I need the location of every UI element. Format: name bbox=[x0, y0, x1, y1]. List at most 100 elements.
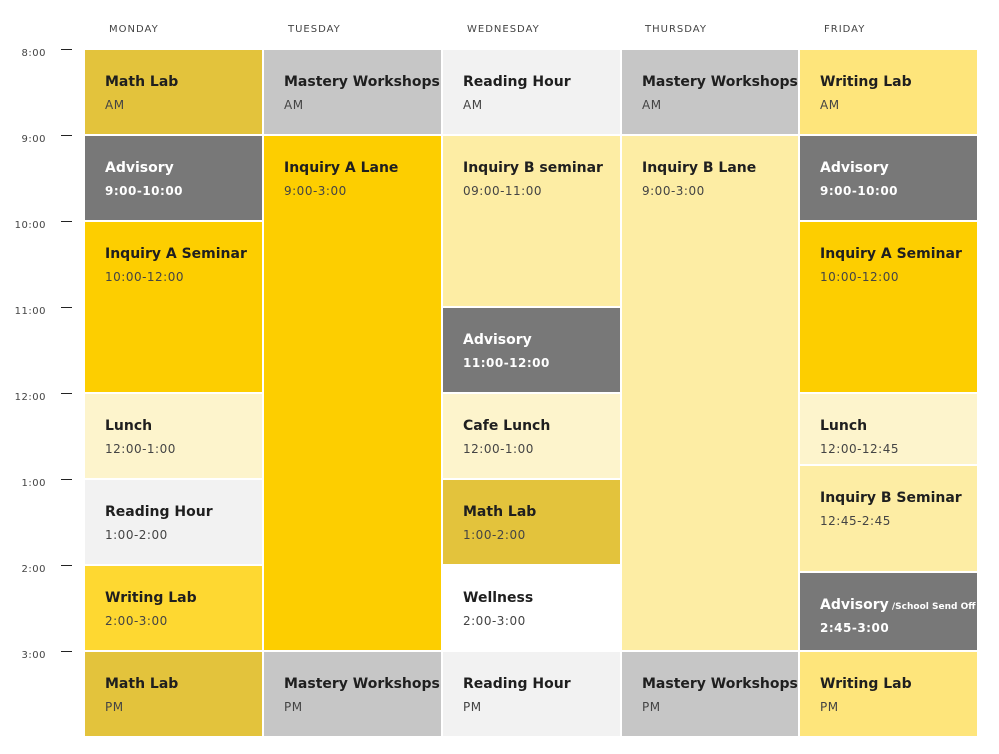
time-tick bbox=[61, 49, 72, 50]
time-label: 11:00 bbox=[14, 306, 46, 317]
schedule-block[interactable]: Inquiry B Seminar 12:45-2:45 bbox=[800, 466, 977, 571]
schedule-block[interactable]: Math Lab 1:00-2:00 bbox=[443, 480, 620, 564]
block-title: Inquiry B Lane bbox=[642, 160, 757, 176]
schedule-block[interactable]: Inquiry A Seminar 10:00-12:00 bbox=[800, 222, 977, 392]
block-title: Lunch bbox=[105, 418, 153, 434]
schedule-block[interactable]: Advisory 11:00-12:00 bbox=[443, 308, 620, 392]
schedule-block[interactable]: Inquiry A Lane 9:00-3:00 bbox=[264, 136, 441, 650]
time-label: 9:00 bbox=[21, 134, 46, 145]
block-time: 12:00-1:00 bbox=[105, 442, 176, 456]
time-label: 2:00 bbox=[21, 564, 46, 575]
block-title: Lunch bbox=[820, 418, 868, 434]
block-title: Inquiry B seminar bbox=[463, 160, 603, 176]
block-title-suffix: /School Send Off bbox=[888, 602, 976, 612]
block-title: Mastery Workshops bbox=[642, 676, 798, 692]
day-header-wednesday: WEDNESDAY bbox=[467, 24, 540, 35]
block-time: 9:00-3:00 bbox=[284, 184, 347, 198]
block-time: PM bbox=[463, 700, 482, 714]
block-time: AM bbox=[642, 98, 662, 112]
block-time: 12:00-1:00 bbox=[463, 442, 534, 456]
block-time: AM bbox=[463, 98, 483, 112]
schedule-block[interactable]: Lunch 12:00-1:00 bbox=[85, 394, 262, 478]
block-title: Inquiry A Seminar bbox=[820, 246, 962, 262]
schedule-block[interactable]: Math Lab AM bbox=[85, 50, 262, 134]
day-header-monday: MONDAY bbox=[109, 24, 159, 35]
schedule-block[interactable]: Lunch 12:00-12:45 bbox=[800, 394, 977, 464]
block-title: Mastery Workshops bbox=[284, 74, 440, 90]
time-tick bbox=[61, 479, 72, 480]
block-time: PM bbox=[284, 700, 303, 714]
schedule-block[interactable]: Reading Hour AM bbox=[443, 50, 620, 134]
schedule-block[interactable]: Advisory 9:00-10:00 bbox=[85, 136, 262, 220]
block-title: Writing Lab bbox=[105, 590, 197, 606]
schedule-block[interactable]: Reading Hour 1:00-2:00 bbox=[85, 480, 262, 564]
block-title: Advisory bbox=[105, 160, 174, 176]
block-title: Mastery Workshops bbox=[284, 676, 440, 692]
schedule-block[interactable]: Wellness 2:00-3:00 bbox=[443, 566, 620, 650]
schedule-block[interactable]: Mastery Workshops PM bbox=[264, 652, 441, 736]
block-title: Advisory /School Send Off bbox=[820, 597, 976, 613]
block-title: Inquiry A Lane bbox=[284, 160, 399, 176]
block-time: 1:00-2:00 bbox=[463, 528, 526, 542]
block-title-main: Advisory bbox=[820, 597, 889, 613]
schedule-block[interactable]: Inquiry A Seminar 10:00-12:00 bbox=[85, 222, 262, 392]
block-time: 10:00-12:00 bbox=[105, 270, 184, 284]
schedule-block[interactable]: Cafe Lunch 12:00-1:00 bbox=[443, 394, 620, 478]
time-label: 3:00 bbox=[21, 650, 46, 661]
block-time: 2:00-3:00 bbox=[463, 614, 526, 628]
schedule-block[interactable]: Mastery Workshops PM bbox=[622, 652, 798, 736]
block-time: 09:00-11:00 bbox=[463, 184, 542, 198]
block-title: Reading Hour bbox=[105, 504, 213, 520]
day-header-tuesday: TUESDAY bbox=[288, 24, 341, 35]
block-time: PM bbox=[642, 700, 661, 714]
schedule-block[interactable]: Writing Lab AM bbox=[800, 50, 977, 134]
block-title: Inquiry A Seminar bbox=[105, 246, 247, 262]
schedule-block[interactable]: Writing Lab PM bbox=[800, 652, 977, 736]
time-tick bbox=[61, 651, 72, 652]
block-title: Writing Lab bbox=[820, 74, 912, 90]
time-tick bbox=[61, 135, 72, 136]
time-label: 1:00 bbox=[21, 478, 46, 489]
schedule-block[interactable]: Inquiry B seminar 09:00-11:00 bbox=[443, 136, 620, 306]
block-time: 12:45-2:45 bbox=[820, 514, 891, 528]
schedule-block[interactable]: Writing Lab 2:00-3:00 bbox=[85, 566, 262, 650]
block-time: 11:00-12:00 bbox=[463, 356, 550, 370]
schedule-block[interactable]: Advisory /School Send Off 2:45-3:00 bbox=[800, 573, 977, 650]
block-time: PM bbox=[820, 700, 839, 714]
block-time: 2:45-3:00 bbox=[820, 621, 890, 635]
block-time: PM bbox=[105, 700, 124, 714]
time-tick bbox=[61, 221, 72, 222]
block-title: Reading Hour bbox=[463, 74, 571, 90]
schedule-block[interactable]: Inquiry B Lane 9:00-3:00 bbox=[622, 136, 798, 650]
block-time: AM bbox=[284, 98, 304, 112]
block-title: Wellness bbox=[463, 590, 534, 606]
schedule-block[interactable]: Advisory 9:00-10:00 bbox=[800, 136, 977, 220]
time-tick bbox=[61, 393, 72, 394]
day-header-thursday: THURSDAY bbox=[645, 24, 707, 35]
schedule-block[interactable]: Mastery Workshops AM bbox=[622, 50, 798, 134]
block-time: 9:00-10:00 bbox=[820, 184, 899, 198]
time-label: 8:00 bbox=[21, 48, 46, 59]
time-tick bbox=[61, 307, 72, 308]
block-time: 9:00-10:00 bbox=[105, 184, 184, 198]
block-time: AM bbox=[105, 98, 125, 112]
block-title: Math Lab bbox=[463, 504, 537, 520]
block-time: 12:00-12:45 bbox=[820, 442, 899, 456]
block-title: Advisory bbox=[463, 332, 532, 348]
block-time: 2:00-3:00 bbox=[105, 614, 168, 628]
block-title: Writing Lab bbox=[820, 676, 912, 692]
block-title: Math Lab bbox=[105, 676, 179, 692]
block-time: 1:00-2:00 bbox=[105, 528, 168, 542]
schedule-block[interactable]: Reading Hour PM bbox=[443, 652, 620, 736]
block-title: Advisory bbox=[820, 160, 889, 176]
block-time: 10:00-12:00 bbox=[820, 270, 899, 284]
day-header-friday: FRIDAY bbox=[824, 24, 866, 35]
block-title: Mastery Workshops bbox=[642, 74, 798, 90]
time-tick bbox=[61, 565, 72, 566]
block-title: Reading Hour bbox=[463, 676, 571, 692]
block-title: Inquiry B Seminar bbox=[820, 490, 962, 506]
block-time: AM bbox=[820, 98, 840, 112]
block-time: 9:00-3:00 bbox=[642, 184, 705, 198]
schedule-block[interactable]: Mastery Workshops AM bbox=[264, 50, 441, 134]
schedule-block[interactable]: Math Lab PM bbox=[85, 652, 262, 736]
